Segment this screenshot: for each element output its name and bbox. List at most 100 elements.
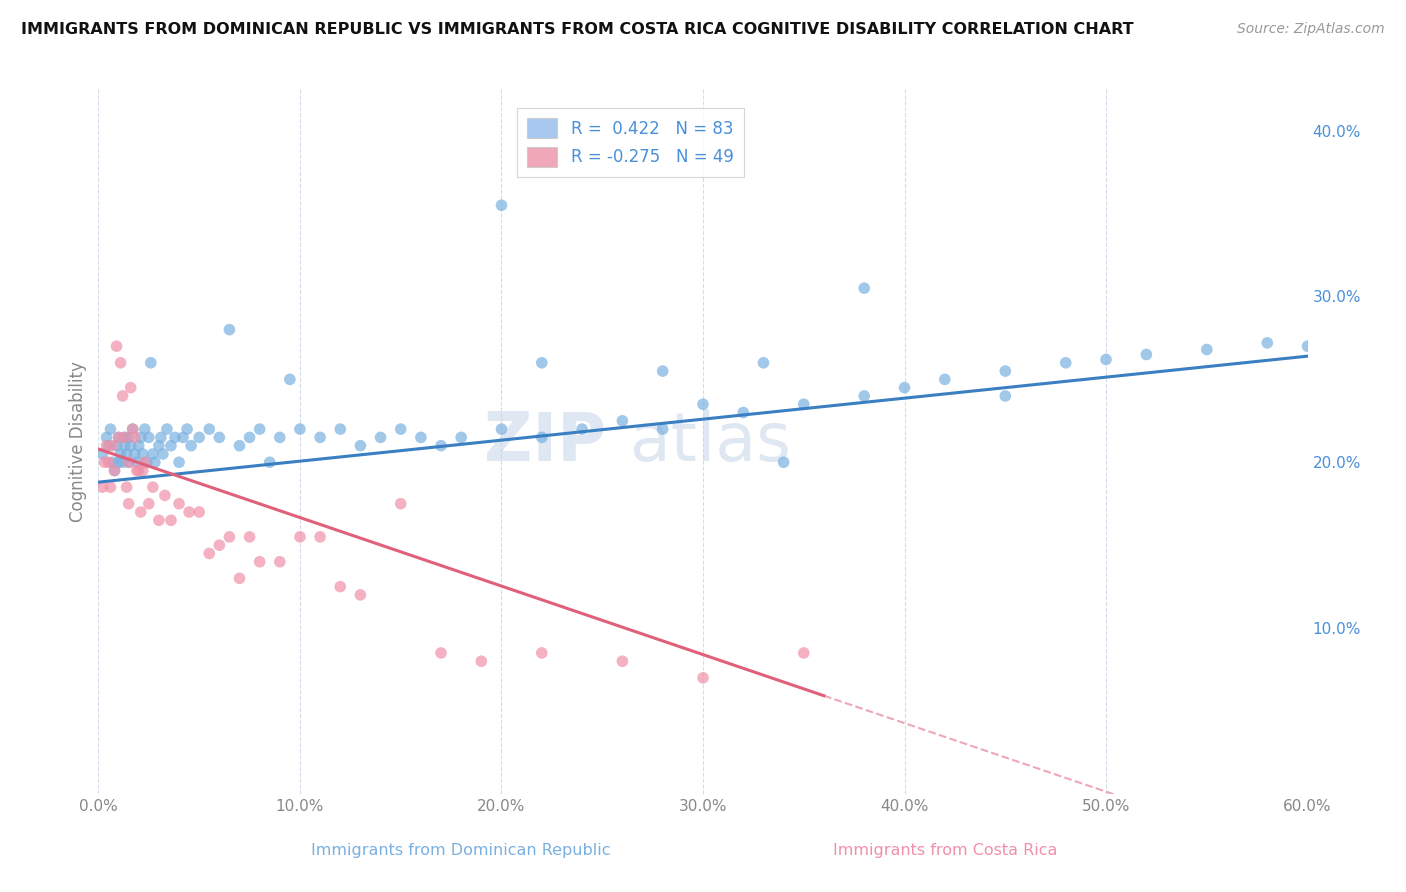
Point: [138, 430, 160, 444]
Point: [167, 455, 190, 469]
Point: [135, 455, 157, 469]
Point: [143, 455, 166, 469]
Point: [139, 356, 162, 370]
Point: [409, 430, 432, 444]
Point: [128, 439, 150, 453]
Point: [91, 480, 114, 494]
Point: [772, 455, 794, 469]
Point: [208, 430, 231, 444]
Text: Immigrants from Dominican Republic: Immigrants from Dominican Republic: [311, 843, 612, 858]
Point: [118, 455, 141, 469]
Point: [389, 422, 412, 436]
Point: [188, 505, 211, 519]
Point: [105, 439, 128, 453]
Point: [115, 480, 138, 494]
Point: [309, 530, 332, 544]
Point: [530, 356, 553, 370]
Point: [118, 430, 141, 444]
Point: [152, 447, 174, 461]
Point: [218, 323, 240, 337]
Point: [96, 439, 118, 453]
Point: [160, 439, 183, 453]
Text: Immigrants from Costa Rica: Immigrants from Costa Rica: [832, 843, 1057, 858]
Text: Source: ZipAtlas.com: Source: ZipAtlas.com: [1237, 22, 1385, 37]
Point: [198, 546, 221, 560]
Point: [110, 356, 132, 370]
Point: [853, 281, 876, 295]
Point: [134, 455, 156, 469]
Point: [239, 530, 262, 544]
Point: [129, 430, 152, 444]
Point: [179, 505, 201, 519]
Point: [692, 671, 714, 685]
Point: [97, 439, 120, 453]
Point: [218, 530, 240, 544]
Point: [120, 381, 142, 395]
Point: [114, 430, 136, 444]
Point: [208, 538, 231, 552]
Point: [733, 405, 755, 419]
Point: [1256, 335, 1278, 350]
Point: [121, 422, 143, 436]
Point: [118, 497, 141, 511]
Point: [124, 447, 146, 461]
Point: [148, 513, 170, 527]
Point: [167, 497, 190, 511]
Point: [103, 464, 125, 478]
Point: [156, 422, 179, 436]
Point: [111, 389, 134, 403]
Point: [114, 430, 136, 444]
Point: [853, 389, 876, 403]
Point: [470, 654, 492, 668]
Point: [349, 588, 371, 602]
Point: [101, 455, 124, 469]
Text: ZIP: ZIP: [484, 409, 606, 475]
Point: [389, 497, 412, 511]
Point: [1195, 343, 1218, 357]
Point: [148, 439, 170, 453]
Point: [125, 455, 148, 469]
Point: [111, 455, 134, 469]
Point: [450, 430, 472, 444]
Point: [1135, 347, 1157, 361]
Point: [118, 455, 141, 469]
Point: [91, 447, 114, 461]
Point: [142, 480, 165, 494]
Point: [530, 646, 553, 660]
Point: [121, 422, 143, 436]
Point: [329, 580, 352, 594]
Legend: R =  0.422   N = 83, R = -0.275   N = 49: R = 0.422 N = 83, R = -0.275 N = 49: [517, 108, 744, 178]
Point: [249, 555, 271, 569]
Point: [491, 198, 513, 212]
Point: [752, 356, 775, 370]
Point: [124, 430, 146, 444]
Point: [163, 430, 186, 444]
Point: [239, 430, 262, 444]
Point: [269, 430, 291, 444]
Point: [198, 422, 221, 436]
Point: [149, 430, 172, 444]
Point: [172, 430, 194, 444]
Point: [100, 480, 122, 494]
Point: [530, 430, 553, 444]
Point: [96, 430, 118, 444]
Point: [1296, 339, 1319, 353]
Point: [110, 447, 132, 461]
Point: [288, 422, 311, 436]
Y-axis label: Cognitive Disability: Cognitive Disability: [69, 361, 87, 522]
Point: [120, 439, 142, 453]
Point: [994, 364, 1017, 378]
Point: [571, 422, 593, 436]
Point: [491, 422, 513, 436]
Point: [612, 654, 634, 668]
Point: [101, 439, 124, 453]
Point: [259, 455, 281, 469]
Point: [128, 464, 150, 478]
Point: [651, 364, 673, 378]
Point: [1054, 356, 1077, 370]
Point: [692, 397, 714, 411]
Point: [160, 513, 183, 527]
Point: [176, 422, 198, 436]
Point: [132, 447, 155, 461]
Point: [107, 430, 129, 444]
